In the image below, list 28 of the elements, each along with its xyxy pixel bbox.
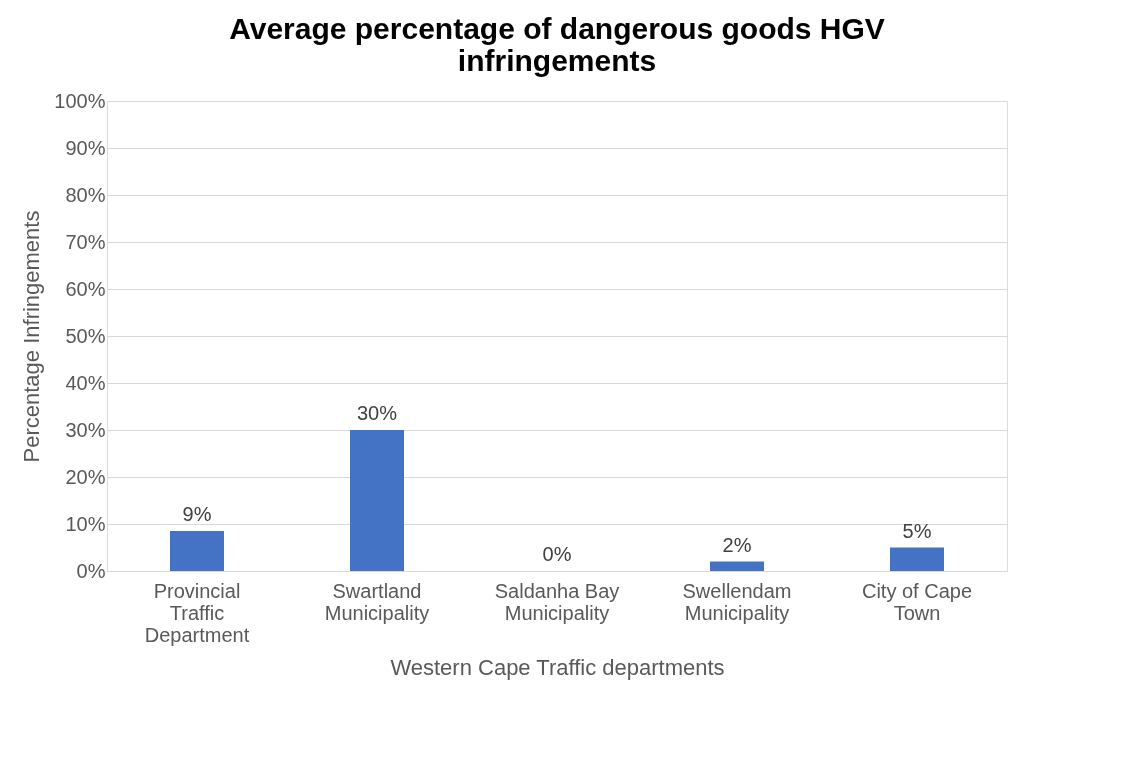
bar xyxy=(350,430,404,571)
bar xyxy=(170,531,224,571)
data-label: 5% xyxy=(902,519,932,542)
y-tick-label: 10% xyxy=(65,512,106,535)
y-tick-label: 80% xyxy=(65,183,106,206)
bar xyxy=(890,547,944,571)
y-tick-label: 60% xyxy=(65,277,106,300)
y-tick-label: 70% xyxy=(65,230,106,253)
y-axis-title: Percentage Infringements xyxy=(19,210,45,463)
x-tick-label: Saldanha Bay Municipality xyxy=(494,579,620,624)
x-tick-label: Swellendam Municipality xyxy=(682,579,792,624)
x-tick-label: City of Cape Town xyxy=(861,579,973,624)
data-label: 2% xyxy=(722,533,752,556)
chart-title: Average percentage of dangerous goods HGV infringements xyxy=(229,12,885,77)
bar xyxy=(710,561,764,571)
y-tick-label: 20% xyxy=(65,465,106,488)
data-label: 0% xyxy=(542,543,572,565)
y-tick-label: 50% xyxy=(65,324,106,347)
y-tick-label: 90% xyxy=(65,136,106,159)
y-tick-label: 40% xyxy=(65,371,106,394)
y-tick-label: 100% xyxy=(54,89,106,112)
data-label: 9% xyxy=(182,503,212,526)
x-tick-label: Swartland Municipality xyxy=(324,579,430,624)
x-tick-label: Provincial Traffic Department xyxy=(144,579,250,646)
y-tick-label: 30% xyxy=(65,418,106,441)
data-label: 30% xyxy=(356,402,398,424)
x-axis-title: Western Cape Traffic departments xyxy=(390,654,725,680)
y-tick-label: 0% xyxy=(76,559,106,582)
